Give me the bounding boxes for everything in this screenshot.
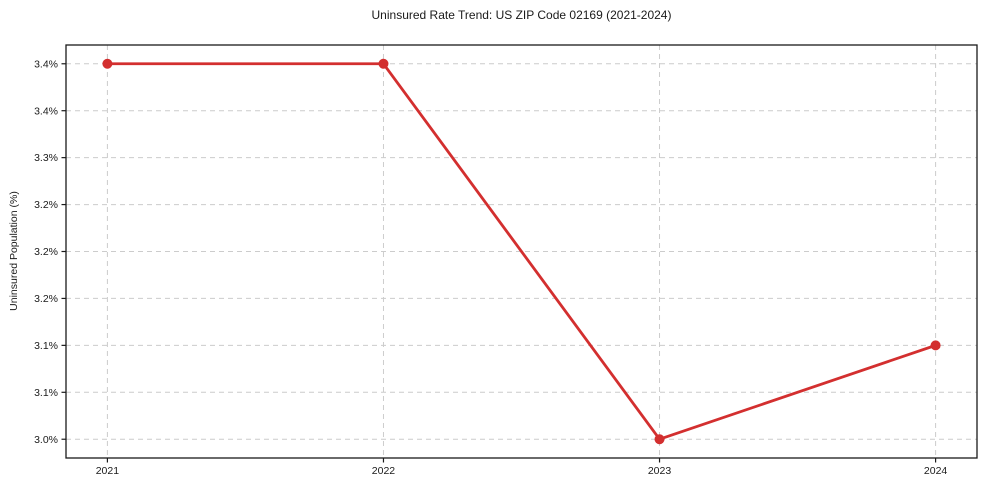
x-tick-label: 2023 <box>648 465 672 477</box>
y-tick-label: 3.2% <box>34 199 58 211</box>
y-tick-label: 3.1% <box>34 340 58 352</box>
data-point <box>654 434 665 445</box>
data-point <box>930 340 941 351</box>
y-tick-label: 3.4% <box>34 58 58 70</box>
y-tick-label: 3.3% <box>34 152 58 164</box>
plot-border <box>65 44 978 459</box>
chart-title: Uninsured Rate Trend: US ZIP Code 02169 … <box>371 8 672 22</box>
y-tick-label: 3.2% <box>34 246 58 258</box>
x-tick-label: 2022 <box>372 465 396 477</box>
data-point <box>378 58 389 69</box>
y-tick-label: 3.2% <box>34 293 58 305</box>
y-tick-label: 3.0% <box>34 434 58 446</box>
data-point <box>102 58 113 69</box>
x-tick-label: 2024 <box>924 465 948 477</box>
y-tick-label: 3.1% <box>34 387 58 399</box>
y-tick-label: 3.4% <box>34 105 58 117</box>
trend-line <box>106 62 937 441</box>
x-tick-label: 2021 <box>96 465 120 477</box>
